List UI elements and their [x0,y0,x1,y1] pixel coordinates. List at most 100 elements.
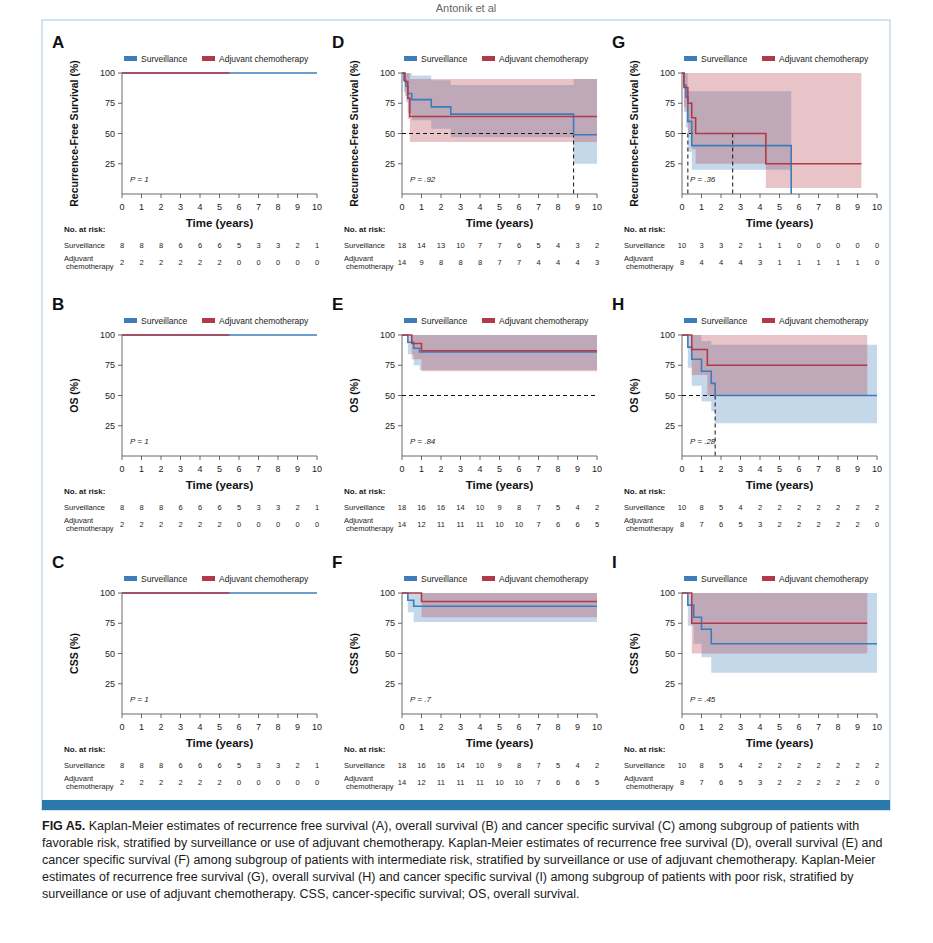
y-tick [118,133,122,134]
at-risk-count: 6 [556,520,560,529]
x-tick [317,456,318,460]
x-tick-label: 4 [757,202,762,212]
x-tick [141,194,142,198]
at-risk-count: 3 [719,241,723,250]
x-tick [682,456,683,460]
x-tick [558,714,559,718]
at-risk-count: 4 [575,761,579,770]
y-tick [398,653,402,654]
at-risk-count: 5 [237,761,241,770]
x-tick [838,456,839,460]
at-risk-count: 7 [536,761,540,770]
at-risk-count: 5 [536,241,540,250]
legend-swatch [482,318,495,323]
x-tick-label: 0 [679,202,684,212]
confidence-band [122,593,317,594]
panel-letter: D [332,33,344,52]
survival-curve [402,593,597,606]
at-risk-count: 1 [797,258,801,267]
at-risk-count: 1 [777,241,781,250]
risk-row-label: Adjuvant chemotherapy [624,516,674,533]
at-risk-count: 1 [315,503,319,512]
x-tick [838,194,839,198]
y-tick-label: 50 [105,649,115,659]
risk-row-label: Adjuvant chemotherapy [624,254,674,271]
x-tick [480,456,481,460]
x-tick [122,714,123,718]
x-tick [480,194,481,198]
median-line [402,133,574,134]
x-tick [779,194,780,198]
at-risk-count: 2 [836,520,840,529]
at-risk-count: 7 [478,241,482,250]
at-risk-count: 1 [855,258,859,267]
x-tick [180,714,181,718]
y-axis-title: Recurrence-Free Survival (%) [68,60,80,206]
plot-area [402,335,597,396]
x-tick-label: 3 [458,464,463,474]
y-tick [678,133,682,134]
y-tick-label: 100 [380,68,395,78]
at-risk-count: 6 [178,761,182,770]
at-risk-count: 6 [575,778,579,787]
at-risk-count: 8 [139,241,143,250]
x-tick [799,456,800,460]
x-tick-label: 9 [575,722,580,732]
at-risk-count: 18 [398,503,406,512]
y-tick-label: 50 [665,649,675,659]
caption-label: FIG A5. [42,819,85,833]
x-tick-label: 5 [777,202,782,212]
x-tick-label: 0 [679,722,684,732]
x-tick-label: 0 [119,202,124,212]
x-tick [577,456,578,460]
x-tick [239,456,240,460]
legend-swatch [684,318,697,323]
x-tick-label: 4 [197,202,202,212]
y-tick [678,73,682,74]
at-risk-count: 0 [276,520,280,529]
at-risk-count: 5 [719,503,723,512]
risk-row-label-line: chemotherapy [624,782,674,791]
y-tick [118,335,122,336]
x-tick-label: 7 [256,202,261,212]
x-tick-label: 6 [796,722,801,732]
p-value: P = .92 [410,175,436,184]
panel: DSurveillanceAdjuvant chemotherapy255075… [332,33,602,271]
median-drop [715,396,716,457]
at-risk-count: 0 [875,258,879,267]
x-tick-label: 4 [197,464,202,474]
panel: ISurveillanceAdjuvant chemotherapy255075… [612,553,882,791]
at-risk-count: 2 [738,241,742,250]
x-tick-label: 4 [197,722,202,732]
x-tick [180,194,181,198]
x-tick [721,194,722,198]
legend-label: Adjuvant chemotherapy [219,54,309,64]
plot-area [682,593,877,673]
y-tick [118,593,122,594]
at-risk-count: 6 [198,503,202,512]
y-axis-title: Recurrence-Free Survival (%) [628,60,640,206]
y-tick [118,163,122,164]
panel: GSurveillanceAdjuvant chemotherapy255075… [612,33,882,271]
x-tick [779,714,780,718]
x-tick [297,456,298,460]
x-tick-label: 8 [835,202,840,212]
survival-curve [402,73,597,135]
bottom-bar [42,800,890,810]
x-tick [857,714,858,718]
confidence-band [122,593,229,594]
at-risk-count: 10 [678,503,686,512]
y-tick [398,683,402,684]
survival-curve [122,592,229,594]
header: Antonik et al [436,2,497,14]
at-risk-count: 6 [217,503,221,512]
y-tick-label: 50 [665,129,675,139]
x-tick-label: 8 [555,722,560,732]
at-risk-count: 2 [159,520,163,529]
panel-letter: C [52,553,64,572]
p-value: P = .36 [690,175,716,184]
x-tick [740,714,741,718]
x-tick [317,714,318,718]
x-tick-label: 10 [312,202,322,212]
x-tick-label: 1 [419,722,424,732]
